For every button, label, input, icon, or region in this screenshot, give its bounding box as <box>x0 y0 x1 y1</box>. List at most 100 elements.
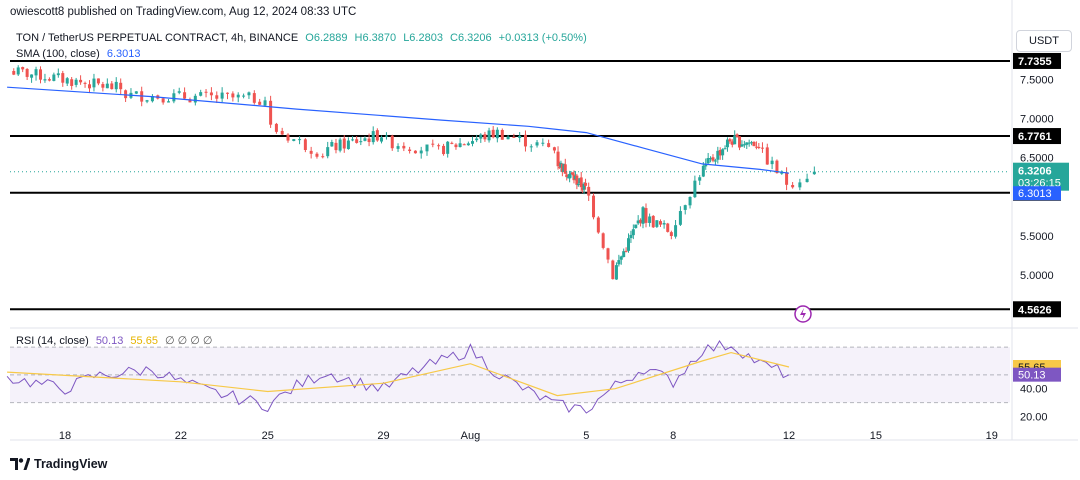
candle-body <box>236 94 240 98</box>
candle-body <box>96 78 100 84</box>
candle-body <box>491 129 495 138</box>
candle-body <box>92 78 96 88</box>
sma-price-label-bg <box>1013 186 1061 201</box>
candle-body <box>725 139 729 148</box>
candle-body <box>592 195 596 218</box>
candle-body <box>34 69 38 76</box>
candle-body <box>258 101 262 105</box>
candle-body <box>571 172 575 175</box>
candle-body <box>716 150 720 160</box>
legend-low: L6.2803 <box>403 32 443 44</box>
candle-body <box>718 150 722 156</box>
candle-body <box>735 134 739 138</box>
rsi-line <box>6 340 790 414</box>
candle-body <box>43 79 47 81</box>
rsi-ma-line <box>7 351 790 397</box>
candle-body <box>636 220 640 224</box>
rsi-value: 50.13 <box>95 335 124 347</box>
candle-body <box>21 67 25 70</box>
candle-body <box>145 100 149 102</box>
candle-body <box>644 208 648 223</box>
rsi-tick-20.00: 20.00 <box>1020 411 1048 423</box>
rsi-tick-40.00: 40.00 <box>1020 384 1048 396</box>
price-tick-5.5000: 5.5000 <box>1020 231 1054 243</box>
candle-body <box>437 145 441 147</box>
candle-body <box>641 207 645 224</box>
sma-value: 6.3013 <box>106 48 141 60</box>
candle-body <box>225 92 229 94</box>
candle-body <box>252 93 256 103</box>
candle-body <box>611 260 615 280</box>
rsi-legend: RSI (14, close) 50.13 55.65 ∅ ∅ ∅ ∅ <box>16 334 213 347</box>
candle-body <box>61 73 65 83</box>
candle-body <box>321 156 325 158</box>
candle-body <box>454 144 458 148</box>
candle-body <box>552 147 556 151</box>
legend-close: C6.3206 <box>450 32 492 44</box>
candle-body <box>770 160 774 165</box>
candle-body <box>780 172 784 174</box>
candle-body <box>110 83 114 90</box>
rsi-empty-values: ∅ ∅ ∅ ∅ <box>165 335 213 347</box>
candle-body <box>730 141 734 145</box>
lightning-icon-bolt <box>800 308 806 320</box>
level-label-7.7355: 7.7355 <box>1018 56 1052 68</box>
candle-body <box>693 180 697 198</box>
candle-body <box>791 184 795 188</box>
candle-body <box>557 166 561 168</box>
candle-body <box>431 143 435 145</box>
time-tick-22: 22 <box>175 430 187 442</box>
candle-body <box>757 146 761 148</box>
candle-body <box>274 123 278 132</box>
candle-body <box>446 141 450 154</box>
time-tick-29: 29 <box>377 430 389 442</box>
time-tick-8: 8 <box>670 430 676 442</box>
currency-button[interactable]: USDT <box>1016 30 1072 52</box>
legend-high: H6.3870 <box>354 32 397 44</box>
candle-body <box>698 177 702 181</box>
candle-body <box>338 139 342 151</box>
candle-body <box>658 221 662 225</box>
candle-body <box>375 130 379 141</box>
candle-body <box>701 165 705 177</box>
candle-body <box>172 93 176 102</box>
price-tick-7.5000: 7.5000 <box>1020 74 1054 86</box>
candle-body <box>518 135 522 138</box>
price-tick-7.0000: 7.0000 <box>1020 114 1054 126</box>
level-label-bg-7.7355 <box>1013 52 1061 69</box>
candle-body <box>706 158 710 164</box>
sma-legend: SMA (100, close) 6.3013 <box>16 48 140 60</box>
candle-body <box>359 141 363 143</box>
price-tick-6.5000: 6.5000 <box>1020 153 1054 165</box>
candle-body <box>450 142 454 144</box>
candle-body <box>723 148 727 150</box>
candle-body <box>342 138 346 149</box>
candle-body <box>462 144 466 146</box>
candle-body <box>330 142 334 147</box>
candle-body <box>506 136 510 140</box>
sma-price-label: 6.3013 <box>1018 188 1052 200</box>
candle-body <box>286 134 290 141</box>
candle-body <box>52 74 56 81</box>
candle-body <box>631 229 635 236</box>
candle-body <box>547 143 551 147</box>
candle-body <box>204 91 208 93</box>
level-label-bg-4.5626 <box>1013 301 1061 318</box>
candle-body <box>458 143 462 148</box>
candle-body <box>70 79 74 86</box>
candle-body <box>119 82 123 90</box>
legend-change: +0.0313 (+0.50%) <box>498 32 587 44</box>
candle-body <box>167 101 171 103</box>
candle-body <box>390 135 394 149</box>
candle-body <box>733 135 737 145</box>
time-tick-5: 5 <box>583 430 589 442</box>
candle-body <box>655 220 659 227</box>
candle-body <box>775 160 779 174</box>
candle-body <box>587 186 591 196</box>
candle-body <box>487 130 491 141</box>
symbol-legend: TON / TetherUS PERPETUAL CONTRACT, 4h, B… <box>16 32 587 44</box>
candle-body <box>765 147 769 165</box>
candle-body <box>674 225 678 237</box>
candle-body <box>161 98 165 103</box>
